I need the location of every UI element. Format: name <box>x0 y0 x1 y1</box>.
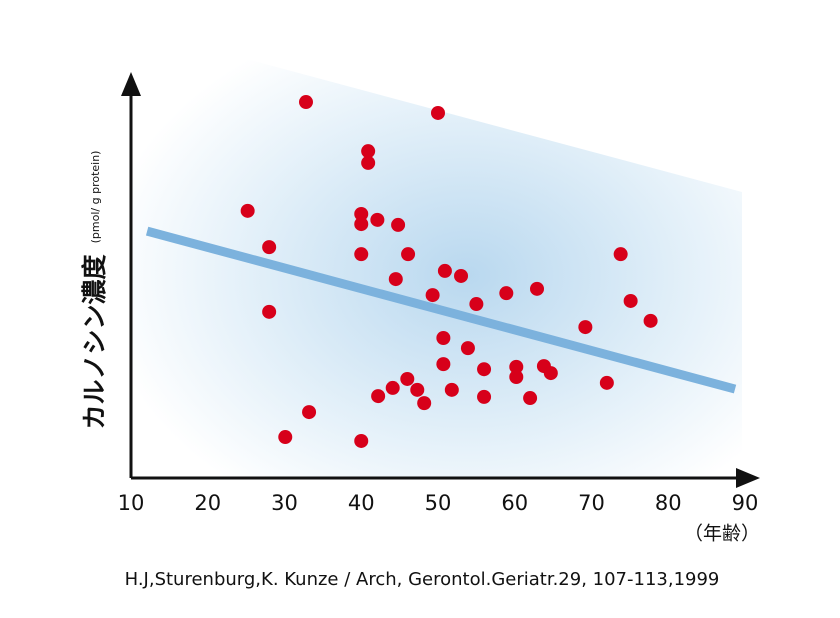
point <box>417 396 432 411</box>
point <box>370 212 385 227</box>
point <box>444 382 459 397</box>
source: H.J,Sturenburg,K. Kunze / Arch, Gerontol… <box>125 569 720 590</box>
point <box>477 389 492 404</box>
background <box>131 28 742 478</box>
x-tick-label: 80 <box>655 491 682 515</box>
x-arrow <box>736 468 760 488</box>
point <box>262 240 277 255</box>
point <box>298 95 313 110</box>
x-tick-label: 50 <box>425 491 452 515</box>
point <box>240 203 255 218</box>
point <box>262 304 277 319</box>
point <box>361 155 376 170</box>
point <box>469 297 484 312</box>
x-tick-label: 90 <box>732 491 759 515</box>
x-tick-label: 10 <box>118 491 145 515</box>
point <box>354 206 369 221</box>
point <box>425 288 440 303</box>
y-axis-label: カルノシン濃度 (pmol/ g protein) <box>80 151 109 430</box>
point <box>436 330 451 345</box>
point <box>354 247 369 262</box>
x-tick-label: 70 <box>578 491 605 515</box>
point <box>385 380 400 395</box>
y-label: カルノシン濃度 <box>80 254 109 429</box>
point <box>499 286 514 301</box>
point <box>599 375 614 390</box>
point <box>623 293 638 308</box>
point <box>354 217 369 232</box>
point <box>509 359 524 374</box>
y-unit: (pmol/ g protein) <box>89 151 102 244</box>
point <box>643 313 658 328</box>
point <box>388 272 403 287</box>
point <box>437 263 452 278</box>
x-tick-label: 60 <box>501 491 528 515</box>
y-arrow <box>121 72 141 96</box>
point <box>400 371 415 386</box>
point <box>460 341 475 356</box>
point <box>302 405 317 420</box>
x-tick-label: 40 <box>348 491 375 515</box>
point <box>613 247 628 262</box>
x-tick-label: 20 <box>194 491 221 515</box>
point <box>477 362 492 377</box>
point <box>410 382 425 397</box>
point <box>543 366 558 381</box>
point <box>509 369 524 384</box>
trend-line <box>145 226 737 394</box>
x-axis-label: （年齢） <box>684 523 760 545</box>
point <box>401 247 416 262</box>
point <box>523 391 538 406</box>
point <box>278 430 293 445</box>
point <box>578 320 593 335</box>
point <box>454 268 469 283</box>
point <box>361 144 376 159</box>
point <box>530 281 545 296</box>
point <box>371 389 386 404</box>
point <box>436 357 451 372</box>
x-tick-label: 30 <box>271 491 298 515</box>
point <box>354 433 369 448</box>
point <box>431 105 445 120</box>
point <box>391 217 406 232</box>
